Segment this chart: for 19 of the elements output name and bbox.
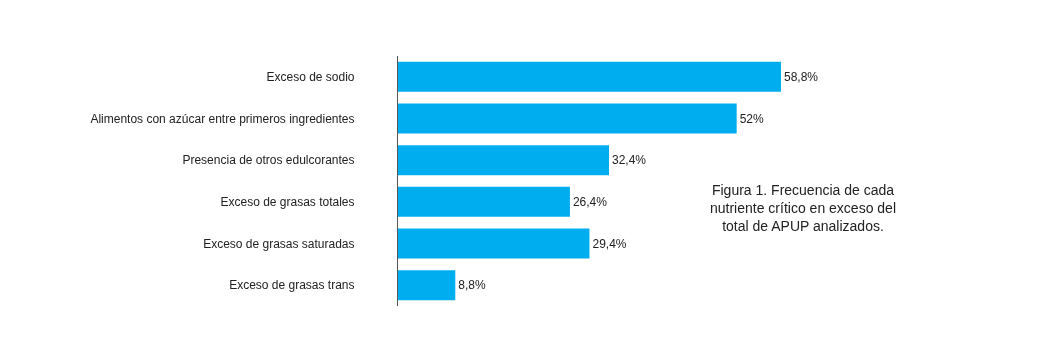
data-label: 29,4%: [592, 236, 627, 251]
bar: [397, 228, 590, 259]
data-label: 32,4%: [612, 153, 647, 168]
y-tick-label: Presencia de otros edulcorantes: [182, 153, 355, 168]
bar: [397, 145, 610, 176]
y-tick-label: Exceso de grasas trans: [229, 278, 355, 293]
bar: [397, 61, 781, 92]
bar: [397, 186, 570, 217]
y-tick-label: Alimentos con azúcar entre primeros ingredientes: [90, 111, 355, 126]
bar: [397, 270, 456, 301]
data-label: 58,8%: [783, 69, 819, 84]
data-label: 26,4%: [572, 194, 608, 209]
y-tick-label: Exceso de sodio: [266, 70, 355, 85]
bar: [397, 103, 737, 134]
data-label: 8,8%: [458, 278, 486, 293]
y-tick-label: Exceso de grasas totales: [220, 195, 355, 210]
y-tick-label: Exceso de grasas saturadas: [203, 236, 355, 251]
annotation: Figura 1. Frecuencia de cada nutriente crítico en exceso del total de APUP analizados.: [710, 182, 896, 235]
data-label: 52%: [739, 111, 765, 126]
